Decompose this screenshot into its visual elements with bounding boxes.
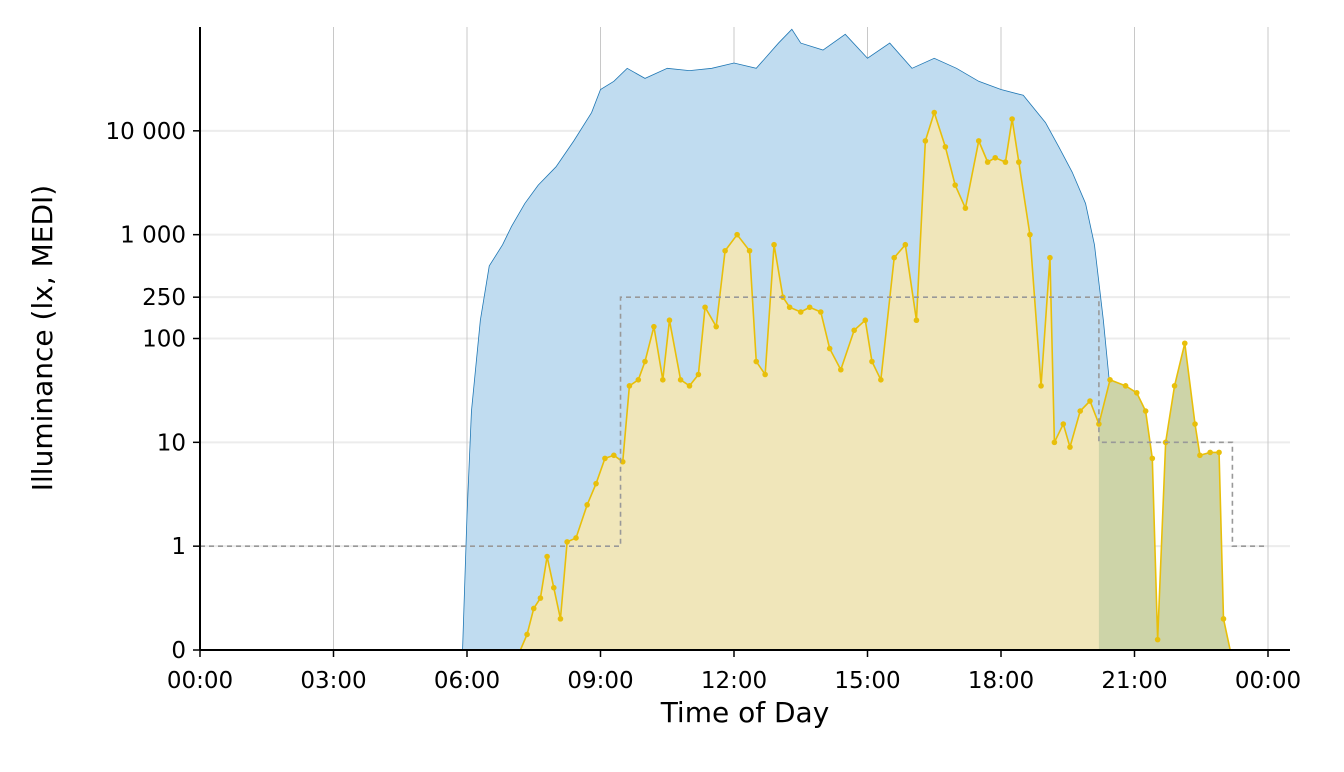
exposure-point xyxy=(1060,421,1067,427)
exposure-point xyxy=(1047,254,1053,261)
exposure-point xyxy=(611,452,617,459)
exposure-point xyxy=(797,309,804,315)
exposure-point xyxy=(619,458,626,465)
exposure-point xyxy=(962,205,969,211)
exposure-point xyxy=(984,159,991,165)
x-tick-label: 03:00 xyxy=(300,668,366,694)
x-tick-label: 09:00 xyxy=(567,668,633,694)
exposure-point xyxy=(826,345,833,352)
exposure-point xyxy=(1207,449,1213,456)
y-tick-label: 1 xyxy=(171,534,186,560)
exposure-point xyxy=(1216,449,1222,456)
exposure-point xyxy=(992,154,999,161)
exposure-point xyxy=(1009,116,1015,122)
x-tick-label: 00:00 xyxy=(1235,668,1301,694)
y-tick-label: 10 xyxy=(157,430,186,456)
threshold-line xyxy=(200,296,1268,547)
exposure-point xyxy=(593,480,599,487)
exposure-point xyxy=(677,377,684,383)
exposure-point xyxy=(651,323,657,330)
exposure-point xyxy=(557,616,564,622)
exposure-point xyxy=(1154,636,1161,643)
exposure-point xyxy=(942,144,949,150)
exposure-point xyxy=(635,377,642,383)
exposure-point xyxy=(1038,383,1044,389)
exposure-point xyxy=(746,247,753,254)
exposure-point xyxy=(878,377,884,383)
exposure-point xyxy=(524,631,530,638)
exposure-point xyxy=(1197,452,1203,459)
exposure-point xyxy=(666,317,673,324)
exposure-point xyxy=(902,241,909,248)
exposure-point xyxy=(1051,439,1058,446)
exposure-line xyxy=(200,109,1268,651)
exposure-point xyxy=(573,535,579,541)
exposure-point xyxy=(753,358,760,365)
exposure-point xyxy=(869,358,875,365)
exposure-point xyxy=(734,231,740,238)
exposure-point xyxy=(975,138,982,144)
exposure-point xyxy=(851,327,857,334)
exposure-point xyxy=(702,304,708,311)
y-tick-label: 10 000 xyxy=(106,119,186,145)
exposure-area xyxy=(200,112,1268,650)
exposure-point xyxy=(550,584,557,591)
exposure-point xyxy=(1077,408,1084,414)
exposure-point xyxy=(1133,389,1140,396)
x-tick-label: 06:00 xyxy=(434,668,500,694)
exposure-point xyxy=(713,323,719,330)
exposure-point xyxy=(564,539,570,545)
exposure-point xyxy=(544,553,550,560)
exposure-point xyxy=(1149,455,1156,462)
exposure-point xyxy=(762,371,768,378)
exposure-point xyxy=(530,605,537,612)
exposure-point xyxy=(722,247,728,254)
exposure-point xyxy=(642,358,648,365)
exposure-point xyxy=(1002,159,1009,165)
y-tick-label: 250 xyxy=(142,285,186,311)
exposure-point xyxy=(537,595,544,601)
exposure-point xyxy=(1107,377,1113,383)
exposure-point xyxy=(1220,616,1227,622)
y-tick-label: 1 000 xyxy=(120,223,186,249)
x-tick-label: 15:00 xyxy=(834,668,900,694)
exposure-point xyxy=(602,455,608,462)
exposure-point xyxy=(922,138,929,144)
exposure-point xyxy=(660,377,666,383)
highlight-area xyxy=(1098,343,1233,650)
exposure-point xyxy=(817,309,824,315)
exposure-point xyxy=(1192,421,1198,427)
exposure-point xyxy=(952,182,958,188)
exposure-point xyxy=(913,317,920,324)
x-tick-label: 00:00 xyxy=(167,668,233,694)
exposure-point xyxy=(838,366,844,373)
exposure-point xyxy=(1171,383,1178,389)
exposure-point xyxy=(1067,444,1073,450)
exposure-point xyxy=(806,304,813,311)
exposure-point xyxy=(1027,231,1033,238)
x-tick-label: 18:00 xyxy=(968,668,1034,694)
x-tick-label: 12:00 xyxy=(701,668,767,694)
x-tick-label: 21:00 xyxy=(1101,668,1167,694)
exposure-point xyxy=(1181,340,1188,347)
exposure-point xyxy=(862,317,869,324)
exposure-point xyxy=(626,383,633,389)
x-axis-label: Time of Day xyxy=(660,696,830,729)
exposure-point xyxy=(1122,383,1129,389)
exposure-point xyxy=(786,304,793,311)
y-axis-label: Illuminance (lx, MEDI) xyxy=(26,185,59,491)
exposure-point xyxy=(686,383,693,389)
exposure-point xyxy=(891,254,897,261)
exposure-point xyxy=(1142,408,1149,414)
exposure-point xyxy=(771,241,777,248)
exposure-point xyxy=(931,109,938,116)
exposure-point xyxy=(695,371,702,378)
exposure-point xyxy=(1096,421,1102,427)
exposure-point xyxy=(1087,398,1093,404)
y-tick-label: 0 xyxy=(171,638,186,664)
exposure-point xyxy=(584,502,590,508)
exposure-point xyxy=(1016,159,1022,165)
y-tick-label: 100 xyxy=(142,327,186,353)
